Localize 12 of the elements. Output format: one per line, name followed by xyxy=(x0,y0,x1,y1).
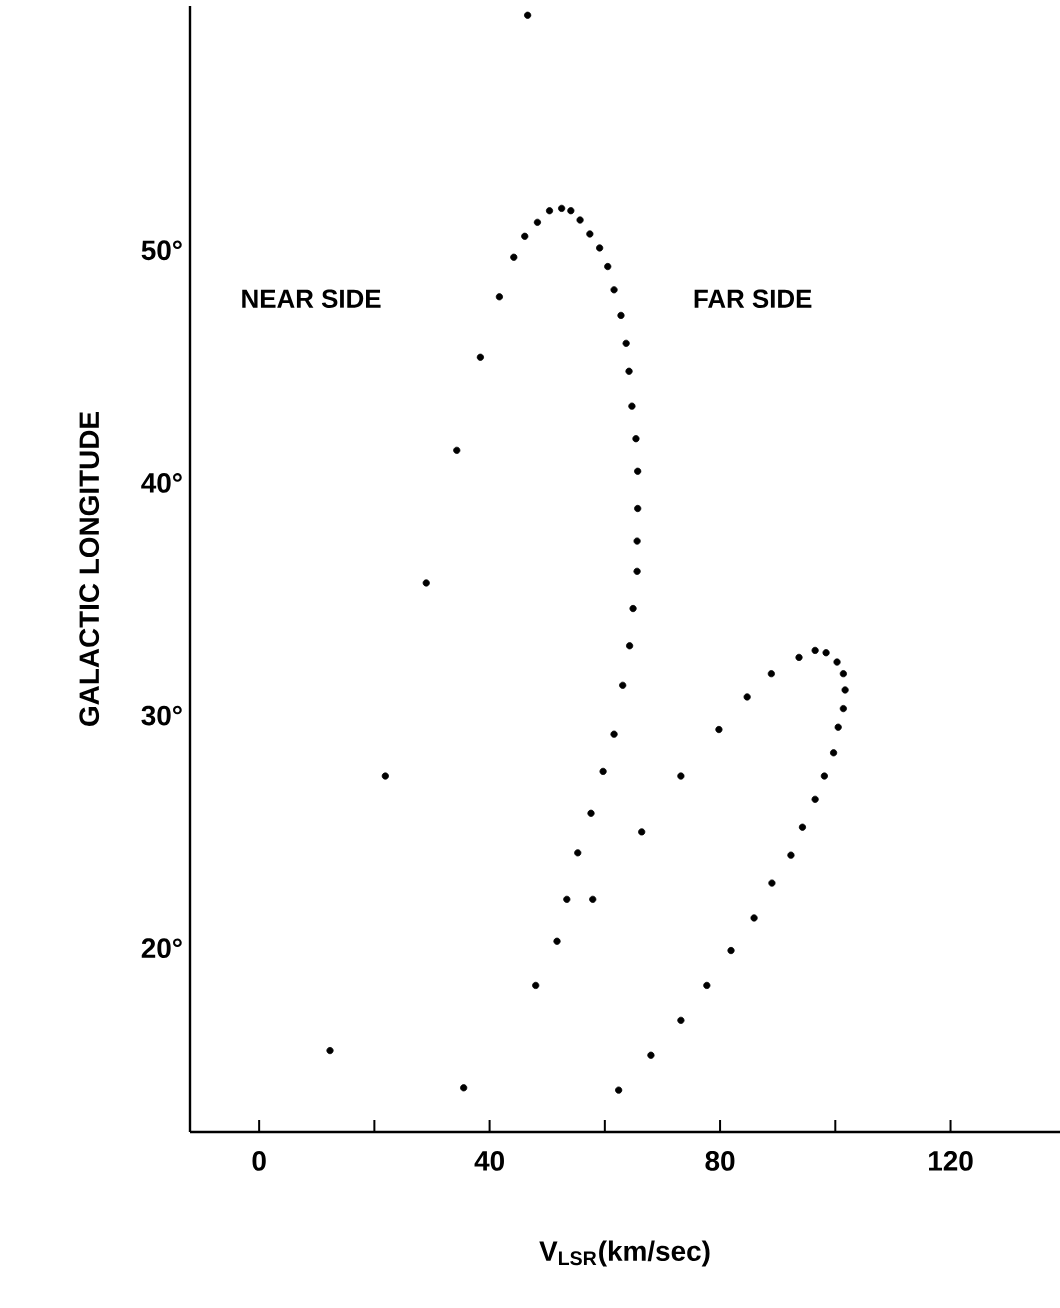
x-tick-label: 40 xyxy=(474,1151,504,1171)
x-axis-title: V$_{LSR}$(km/sec) xyxy=(539,1240,710,1267)
y-axis-title: GALACTIC LONGITUDE xyxy=(79,412,100,726)
y-tick-label: 40° xyxy=(141,473,182,493)
x-tick-label: 80 xyxy=(705,1151,735,1171)
y-tick-label: 30° xyxy=(141,705,182,726)
y-tick-label: 50° xyxy=(141,240,182,261)
x-tick-label: 0 xyxy=(252,1151,266,1171)
annotation: FAR SIDE xyxy=(694,289,812,308)
y-tick-label: 20° xyxy=(141,938,182,959)
x-tick-label: 120 xyxy=(929,1151,973,1171)
annotation: NEAR SIDE xyxy=(242,289,381,308)
